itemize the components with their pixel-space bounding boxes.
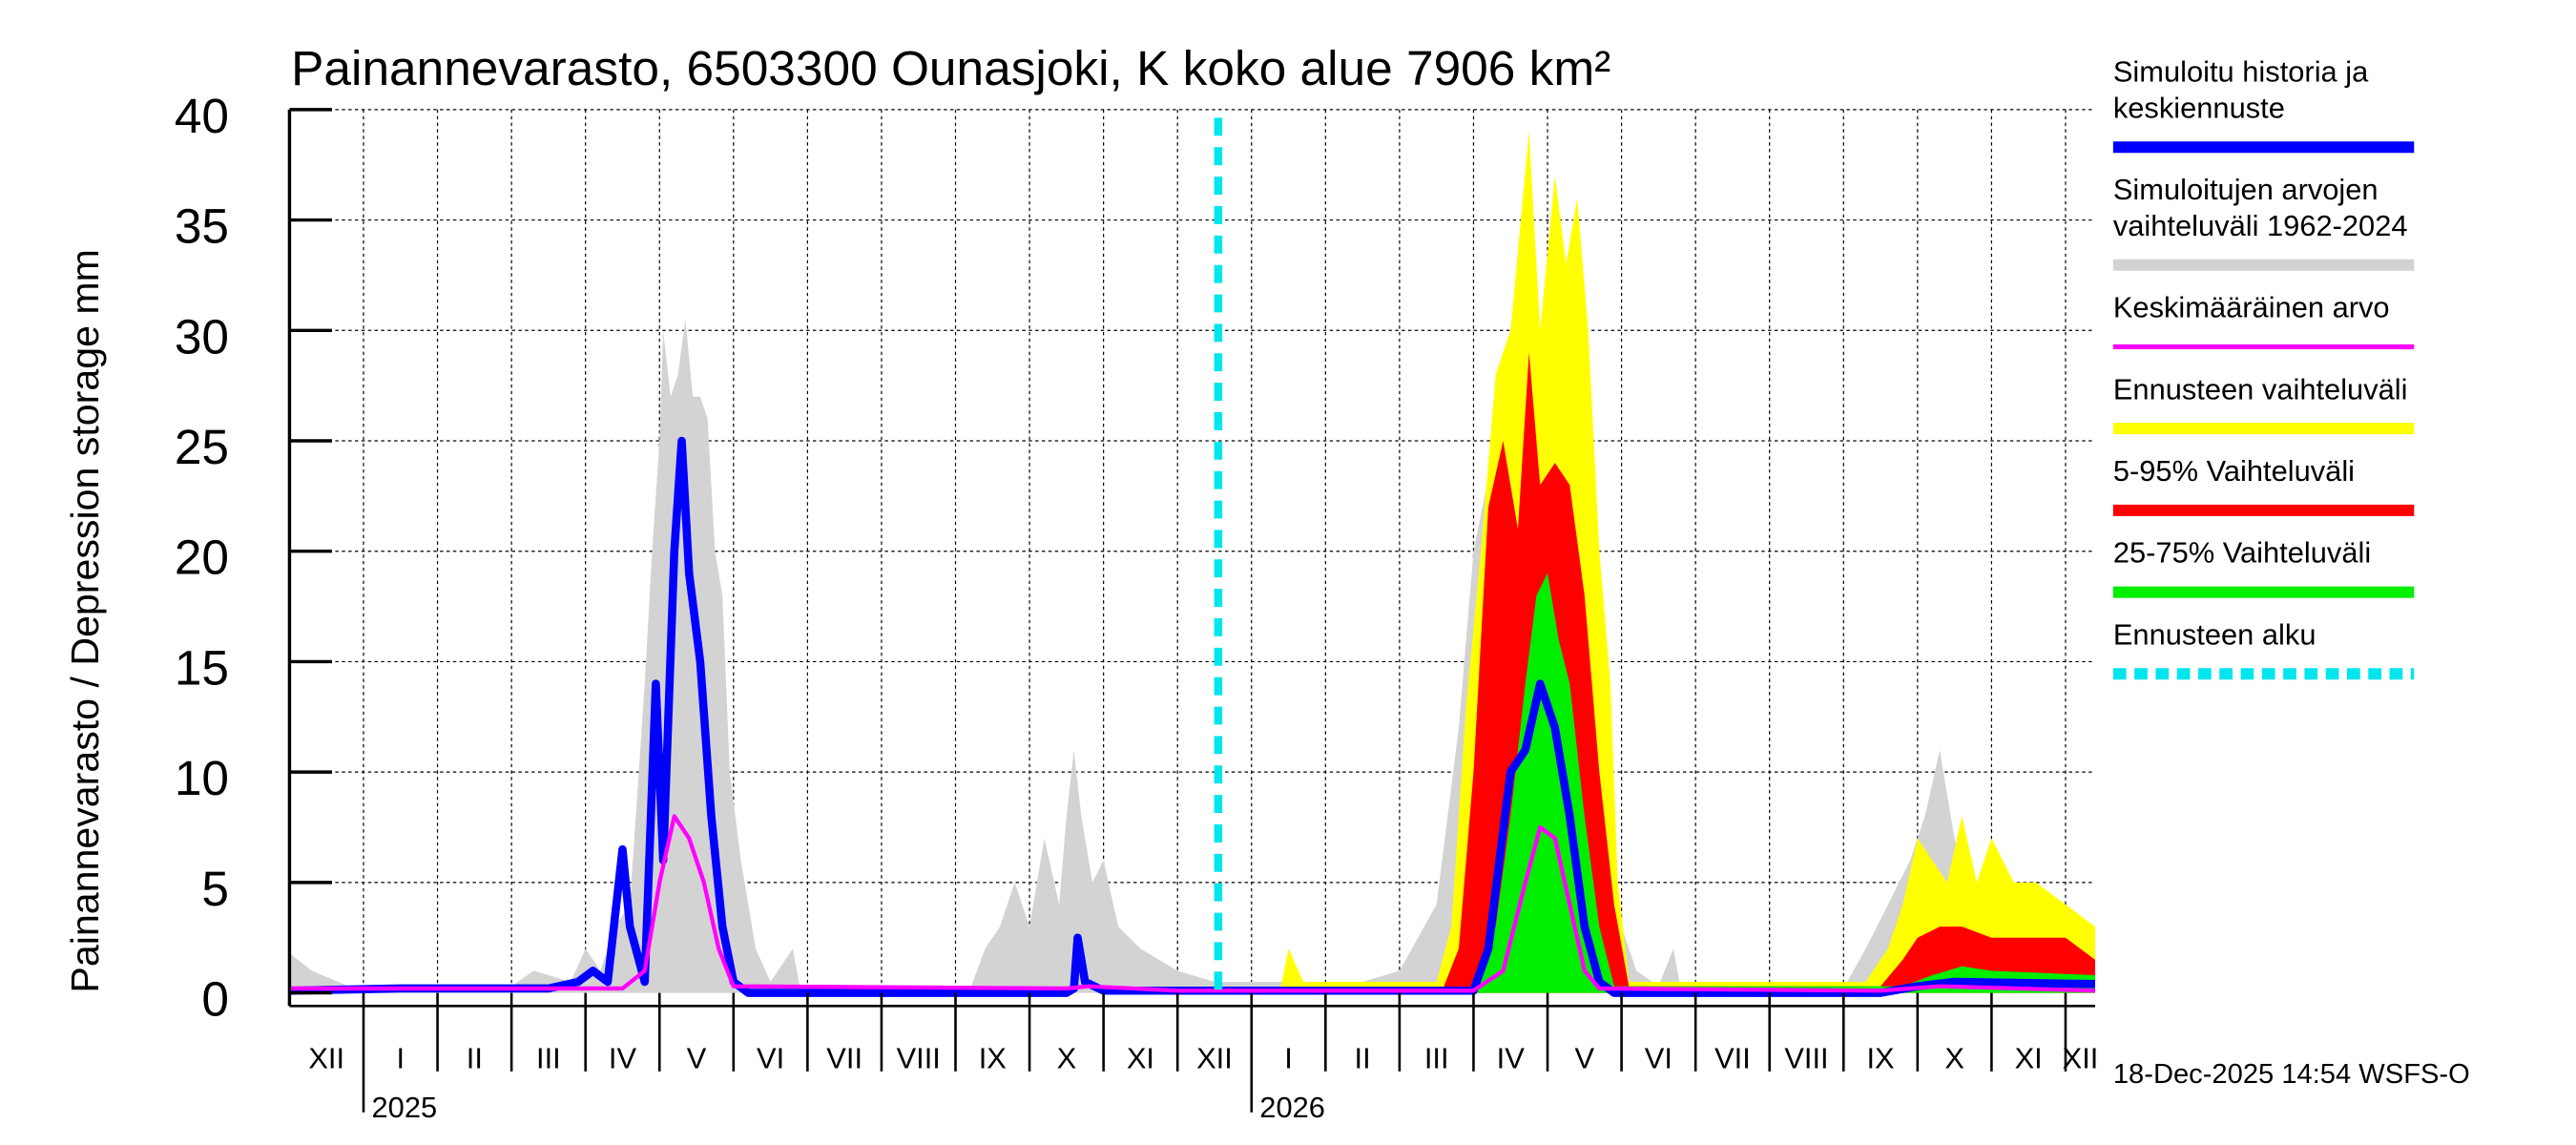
lines	[289, 117, 2096, 997]
y-tick-label: 25	[175, 419, 229, 474]
y-tick-label: 5	[201, 861, 229, 916]
year-label: 2026	[1259, 1091, 1325, 1124]
legend-label: Simuloitujen arvojen	[2113, 173, 2379, 206]
mean-line	[289, 814, 2096, 993]
month-label: II	[467, 1041, 483, 1074]
month-label: VIII	[1784, 1041, 1828, 1074]
month-label: V	[687, 1041, 707, 1074]
month-label: XI	[1127, 1041, 1154, 1074]
month-label: VI	[757, 1041, 784, 1074]
legend-label: Ennusteen vaihteluväli	[2113, 372, 2408, 406]
month-label: IV	[609, 1041, 637, 1074]
timestamp-footer: 18-Dec-2025 14:54 WSFS-O	[2113, 1059, 2470, 1090]
month-label: V	[1575, 1041, 1595, 1074]
y-tick-label: 35	[175, 198, 229, 254]
y-tick-label: 20	[175, 530, 229, 585]
month-label: VI	[1645, 1041, 1672, 1074]
month-label: III	[1424, 1041, 1449, 1074]
legend-label: Keskimääräinen arvo	[2113, 291, 2390, 324]
y-tick-label: 10	[175, 750, 229, 805]
y-tick-label: 30	[175, 308, 229, 364]
month-label: II	[1355, 1041, 1371, 1074]
month-label: XII	[2063, 1041, 2099, 1074]
month-label: XII	[1196, 1041, 1233, 1074]
month-label: VIII	[897, 1041, 941, 1074]
year-label: 2025	[372, 1091, 438, 1124]
legend-label: 5-95% Vaihteluväli	[2113, 454, 2355, 488]
legend-label: vaihteluväli 1962-2024	[2113, 209, 2408, 242]
legend-label: Simuloitu historia ja	[2113, 55, 2369, 89]
legend-label: keskiennuste	[2113, 91, 2285, 124]
legend-label: Ennusteen alku	[2113, 617, 2316, 651]
month-label: XI	[2015, 1041, 2043, 1074]
month-label: X	[1944, 1041, 1964, 1074]
y-axis-label: Painannevarasto / Depression storage mm	[63, 249, 107, 992]
grid	[289, 109, 2095, 993]
month-label: XII	[308, 1041, 344, 1074]
month-label: I	[1284, 1041, 1293, 1074]
month-label: IX	[1866, 1041, 1894, 1074]
month-label: VII	[1714, 1041, 1751, 1074]
month-label: VII	[826, 1041, 862, 1074]
forecast-range-area	[1221, 132, 2095, 993]
month-label: IV	[1497, 1041, 1526, 1074]
simulated-line	[289, 436, 2096, 997]
y-tick-label: 15	[175, 639, 229, 695]
month-label: III	[536, 1041, 561, 1074]
p25-75-range-area	[1473, 572, 2095, 993]
legend-label: 25-75% Vaihteluväli	[2113, 536, 2371, 570]
areas	[289, 132, 2095, 993]
chart-title: Painannevarasto, 6503300 Ounasjoki, K ko…	[291, 40, 1610, 95]
month-label: IX	[979, 1041, 1007, 1074]
y-tick-label: 0	[201, 971, 229, 1027]
month-label: X	[1057, 1041, 1077, 1074]
y-tick-label: 40	[175, 88, 229, 143]
month-label: I	[396, 1041, 405, 1074]
